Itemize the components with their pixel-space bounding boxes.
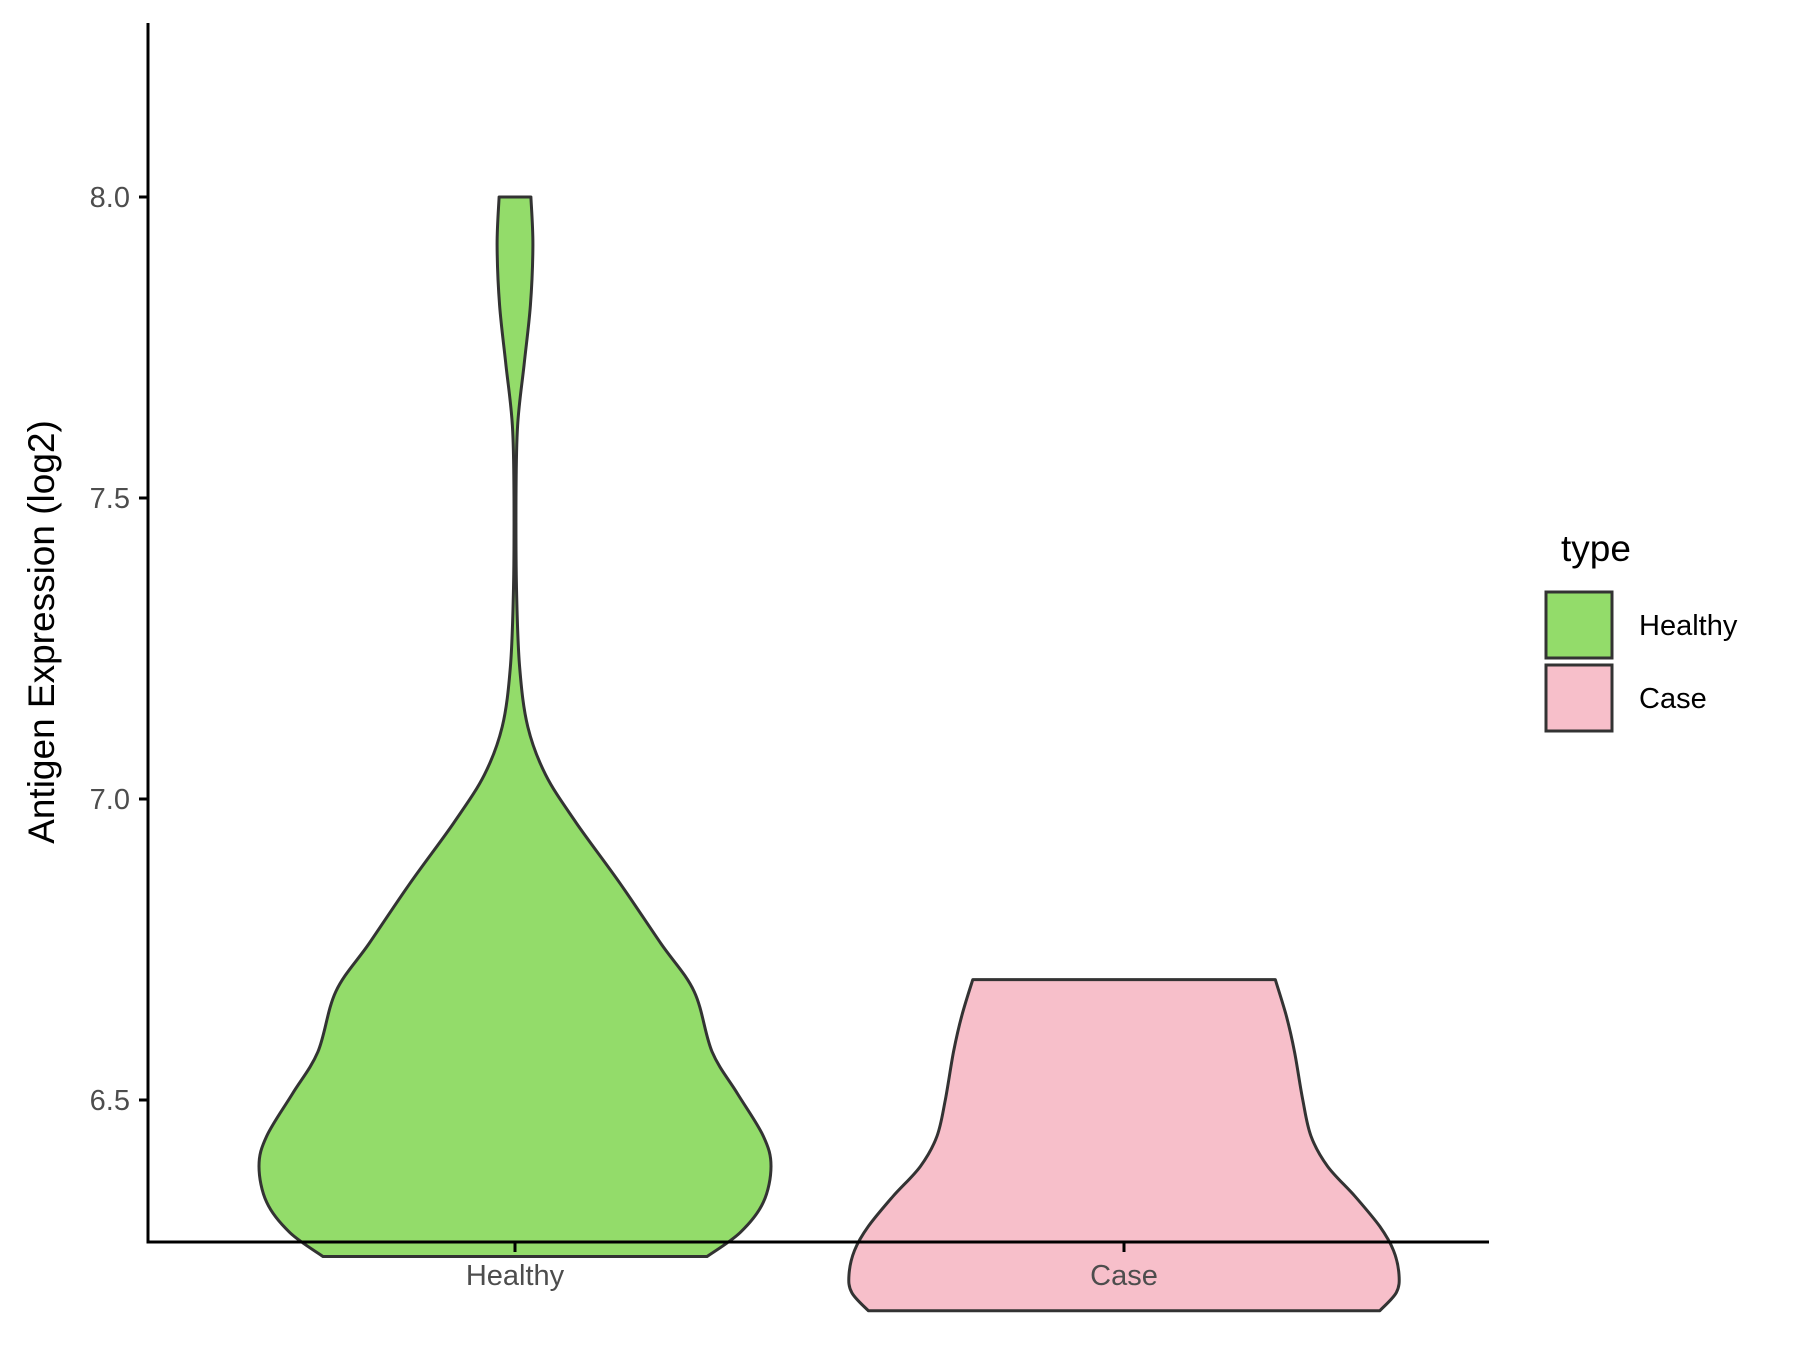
y-tick-label: 7.5: [90, 483, 130, 515]
x-ticks: Healthy Case: [466, 1242, 1158, 1292]
violin-case: [847, 978, 1401, 1313]
legend-entries: Healthy Case: [1544, 590, 1738, 733]
y-tick-label: 8.0: [90, 182, 130, 214]
y-axis-title: Antigen Expression (log2): [21, 420, 62, 844]
x-tick-label: Healthy: [466, 1260, 565, 1292]
legend-title: type: [1561, 528, 1631, 569]
legend-label-healthy: Healthy: [1639, 610, 1738, 642]
x-tick-label: Case: [1090, 1260, 1158, 1292]
y-tick-label: 6.5: [90, 1085, 130, 1117]
legend: type Healthy Case: [1544, 528, 1738, 733]
violin-healthy: [257, 195, 773, 1258]
y-ticks: 6.5 7.0 7.5 8.0: [90, 182, 148, 1117]
plot-area: [257, 195, 1401, 1313]
legend-key-healthy: [1544, 590, 1614, 660]
axes: [146, 23, 1489, 1244]
legend-key-case: [1544, 663, 1614, 733]
legend-label-case: Case: [1639, 683, 1707, 715]
y-tick-label: 7.0: [90, 784, 130, 816]
